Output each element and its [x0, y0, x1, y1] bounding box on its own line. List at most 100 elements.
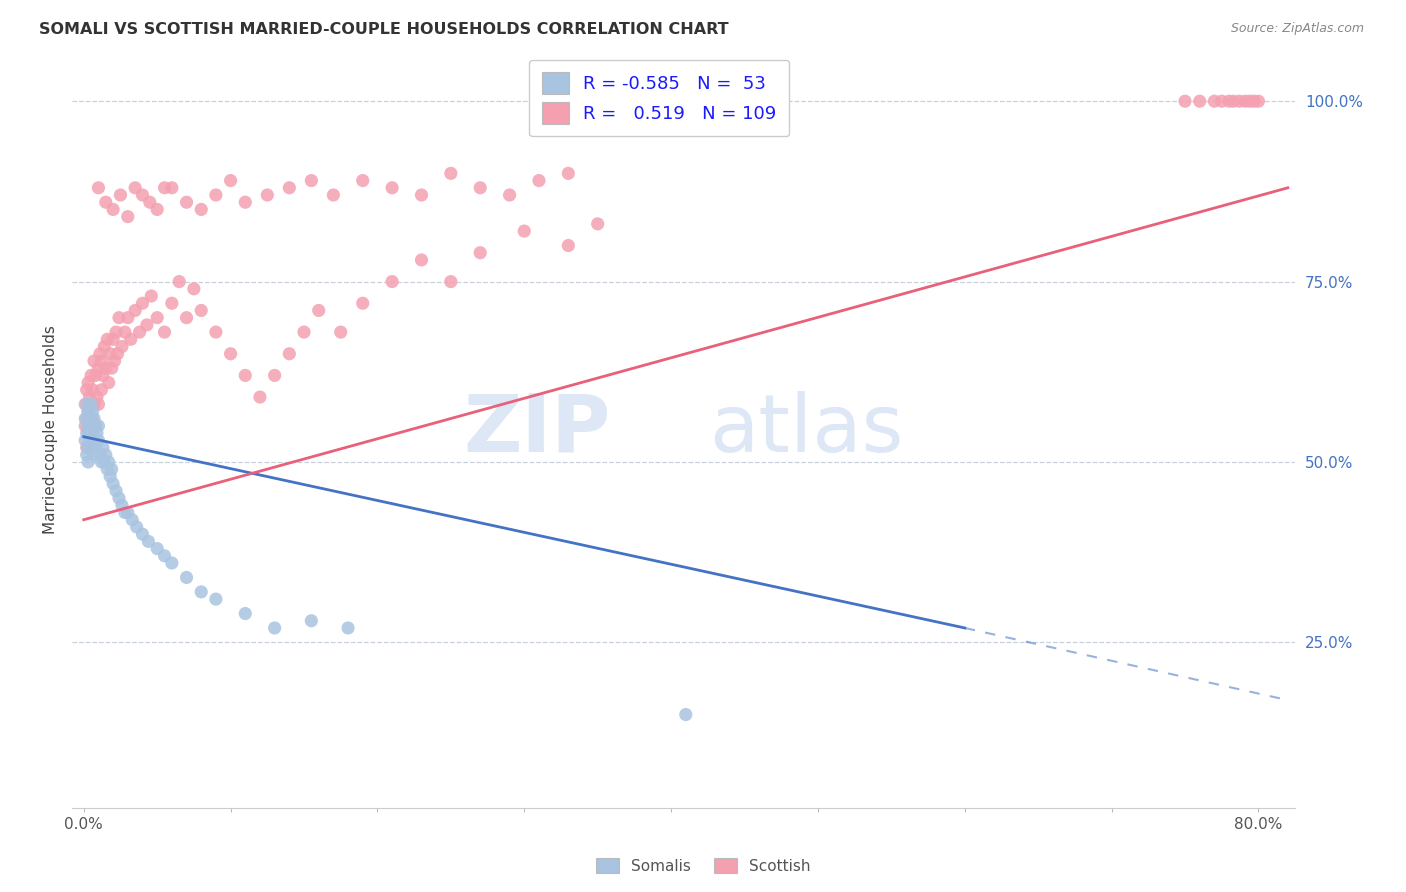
- Point: [77, 455, 100, 469]
- Point: [278, 347, 301, 361]
- Point: [80, 418, 103, 433]
- Point: [108, 310, 131, 325]
- Point: [76, 441, 98, 455]
- Point: [586, 217, 609, 231]
- Point: [527, 173, 550, 187]
- Point: [146, 541, 169, 556]
- Point: [86, 390, 108, 404]
- Point: [160, 556, 183, 570]
- Point: [233, 368, 256, 383]
- Point: [84, 441, 107, 455]
- Point: [135, 318, 157, 332]
- Point: [82, 426, 104, 441]
- Point: [100, 361, 122, 376]
- Point: [153, 549, 176, 563]
- Point: [94, 195, 117, 210]
- Text: ZIP: ZIP: [463, 391, 610, 468]
- Point: [105, 483, 128, 498]
- Point: [114, 325, 136, 339]
- Point: [87, 434, 110, 448]
- Point: [111, 498, 134, 512]
- Point: [117, 506, 139, 520]
- Point: [96, 462, 118, 476]
- Point: [470, 245, 492, 260]
- Point: [249, 390, 271, 404]
- Point: [190, 585, 212, 599]
- Point: [76, 448, 98, 462]
- Y-axis label: Married-couple Households: Married-couple Households: [44, 325, 58, 534]
- Point: [322, 188, 344, 202]
- Point: [557, 166, 579, 180]
- Point: [77, 404, 100, 418]
- Point: [557, 238, 579, 252]
- Point: [80, 397, 103, 411]
- Point: [139, 195, 162, 210]
- Point: [75, 418, 97, 433]
- Point: [176, 310, 198, 325]
- Point: [299, 614, 322, 628]
- Point: [94, 448, 117, 462]
- Point: [352, 173, 374, 187]
- Point: [82, 383, 104, 397]
- Point: [256, 188, 278, 202]
- Point: [1174, 94, 1197, 108]
- Point: [101, 202, 124, 217]
- Point: [80, 368, 103, 383]
- Point: [440, 166, 463, 180]
- Point: [153, 325, 176, 339]
- Point: [292, 325, 315, 339]
- Text: SOMALI VS SCOTTISH MARRIED-COUPLE HOUSEHOLDS CORRELATION CHART: SOMALI VS SCOTTISH MARRIED-COUPLE HOUSEH…: [39, 22, 728, 37]
- Point: [86, 426, 108, 441]
- Point: [87, 418, 110, 433]
- Point: [1188, 94, 1211, 108]
- Point: [108, 491, 131, 505]
- Point: [1218, 94, 1240, 108]
- Point: [141, 289, 163, 303]
- Point: [381, 275, 404, 289]
- Point: [90, 354, 112, 368]
- Point: [120, 332, 142, 346]
- Point: [233, 607, 256, 621]
- Point: [97, 376, 120, 390]
- Point: [79, 434, 101, 448]
- Point: [160, 296, 183, 310]
- Point: [411, 252, 433, 267]
- Point: [128, 325, 150, 339]
- Point: [105, 325, 128, 339]
- Point: [77, 376, 100, 390]
- Point: [124, 303, 146, 318]
- Point: [1227, 94, 1250, 108]
- Point: [79, 390, 101, 404]
- Point: [114, 506, 136, 520]
- Point: [76, 411, 98, 425]
- Point: [89, 347, 111, 361]
- Point: [675, 707, 697, 722]
- Point: [411, 188, 433, 202]
- Point: [470, 181, 492, 195]
- Point: [94, 361, 117, 376]
- Point: [104, 354, 127, 368]
- Point: [87, 181, 110, 195]
- Point: [176, 570, 198, 584]
- Point: [190, 202, 212, 217]
- Point: [77, 404, 100, 418]
- Point: [352, 296, 374, 310]
- Point: [77, 441, 100, 455]
- Point: [83, 397, 105, 411]
- Point: [77, 418, 100, 433]
- Point: [75, 434, 97, 448]
- Point: [278, 181, 301, 195]
- Point: [84, 418, 107, 433]
- Point: [308, 303, 330, 318]
- Point: [138, 534, 160, 549]
- Point: [100, 462, 122, 476]
- Point: [205, 592, 228, 607]
- Point: [381, 181, 404, 195]
- Point: [121, 513, 143, 527]
- Legend: Somalis, Scottish: Somalis, Scottish: [589, 852, 817, 880]
- Point: [101, 476, 124, 491]
- Point: [98, 469, 121, 483]
- Point: [76, 397, 98, 411]
- Point: [110, 188, 132, 202]
- Point: [84, 368, 107, 383]
